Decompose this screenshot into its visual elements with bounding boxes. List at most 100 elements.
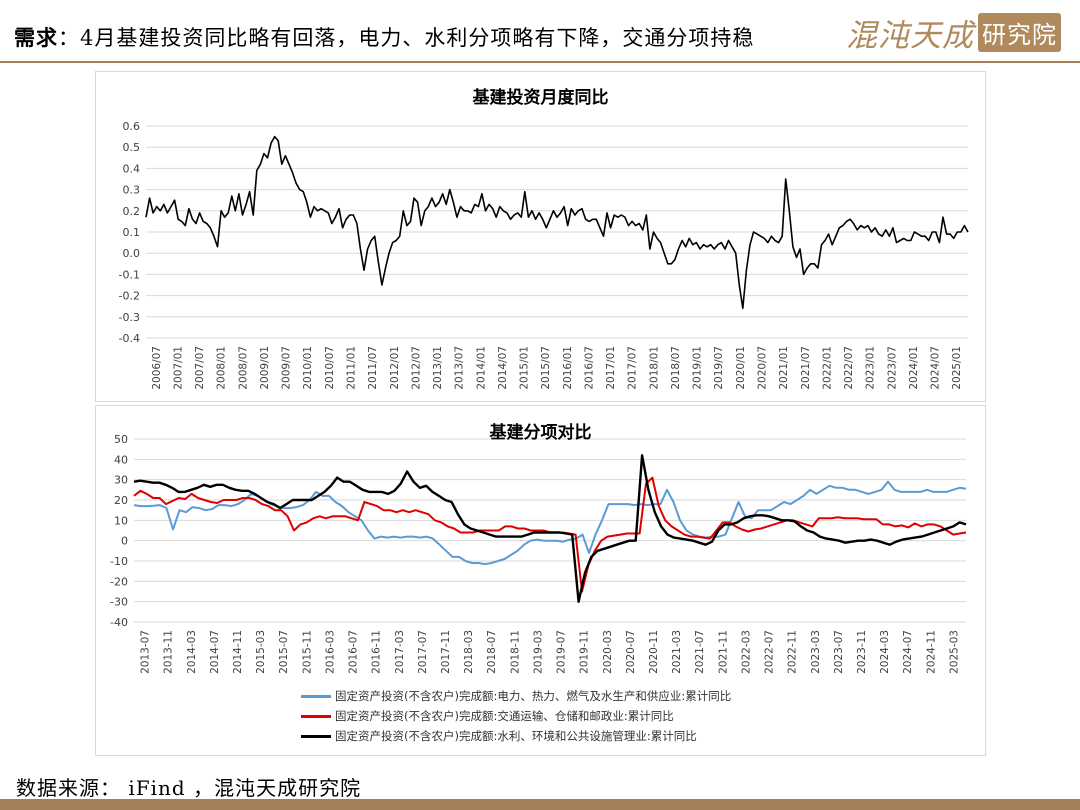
x-tick-label: 2023-03 — [810, 630, 822, 674]
y-tick-label: -30 — [110, 596, 128, 609]
legend-item: 固定资产投资(不含农户)完成额:交通运输、仓储和邮政业:累计同比 — [301, 706, 731, 726]
x-tick-label: 2023-07 — [833, 630, 845, 674]
legend-label: 固定资产投资(不含农户)完成额:水利、环境和公共设施管理业:累计同比 — [335, 729, 697, 743]
chart-infrastructure-monthly-yoy: 基建投资月度同比 0.6 0.5 0.4 0.3 0.2 0.1 0.0 -0.1 -0.2 -0… — [95, 71, 986, 402]
x-tick-label: 2021-11 — [717, 630, 729, 674]
legend-swatch-blue — [301, 694, 331, 698]
series-line — [133, 454, 967, 603]
x-tick-label: 2020-07 — [625, 630, 637, 674]
legend-label: 固定资产投资(不含农户)完成额:交通运输、仓储和邮政业:累计同比 — [335, 709, 674, 723]
x-tick-label: 2009/07 — [281, 346, 293, 390]
x-tick-label: 2016-07 — [348, 630, 360, 674]
y-tick-label: 0.1 — [123, 226, 141, 239]
x-tick-label: 2013/01 — [432, 346, 444, 390]
x-tick-label: 2024/07 — [930, 346, 942, 390]
series-line — [133, 476, 967, 593]
x-tick-label: 2023/07 — [886, 346, 898, 390]
x-tick-label: 2011/01 — [346, 346, 358, 390]
y-tick-label: 10 — [114, 514, 128, 527]
y-tick-label: 0.0 — [123, 247, 141, 260]
x-tick-label: 2016-11 — [371, 630, 383, 674]
x-tick-label: 2016-03 — [324, 630, 336, 674]
x-tick-label: 2025/01 — [951, 346, 963, 390]
y-tick-label: -0.1 — [119, 268, 140, 281]
x-tick-label: 2008/07 — [237, 346, 249, 390]
x-tick-label: 2018/07 — [670, 346, 682, 390]
y-tick-label: -0.3 — [119, 311, 140, 324]
y-tick-label: 0.3 — [123, 184, 141, 197]
brand-logo: 混沌天成 研究院 — [846, 10, 1062, 54]
y-tick-label: -0.4 — [119, 332, 140, 345]
x-tick-label: 2021/01 — [778, 346, 790, 390]
x-tick-label: 2022-07 — [764, 630, 776, 674]
x-tick-label: 2014/07 — [497, 346, 509, 390]
y-tick-label: 40 — [114, 453, 128, 466]
x-tick-label: 2013-11 — [163, 630, 175, 674]
x-tick-label: 2015-07 — [278, 630, 290, 674]
y-tick-label: -10 — [110, 555, 128, 568]
x-tick-label: 2014-07 — [209, 630, 221, 674]
x-tick-label: 2022-03 — [740, 630, 752, 674]
x-tick-label: 2015/01 — [519, 346, 531, 390]
x-tick-label: 2022/01 — [821, 346, 833, 390]
x-tick-label: 2017-03 — [394, 630, 406, 674]
x-tick-label: 2018/01 — [648, 346, 660, 390]
x-tick-label: 2008/01 — [216, 346, 228, 390]
x-tick-label: 2024/01 — [908, 346, 920, 390]
y-tick-label: -40 — [110, 616, 128, 629]
x-tick-label: 2007/01 — [172, 346, 184, 390]
series-line — [145, 135, 969, 310]
x-tick-label: 2011/07 — [367, 346, 379, 390]
legend-item: 固定资产投资(不含农户)完成额:电力、热力、燃气及水生产和供应业:累计同比 — [301, 686, 731, 706]
x-tick-label: 2013-07 — [140, 630, 152, 674]
x-tick-label: 2017-07 — [417, 630, 429, 674]
y-tick-label: 0.6 — [123, 120, 141, 133]
y-tick-label: 20 — [114, 494, 128, 507]
x-tick-label: 2020-03 — [602, 630, 614, 674]
y-tick-label: 0.2 — [123, 205, 141, 218]
y-tick-label: -0.2 — [119, 290, 140, 303]
x-tick-label: 2020/01 — [735, 346, 747, 390]
y-tick-label: -20 — [110, 575, 128, 588]
page-title-text: ：4月基建投资同比略有回落，电力、水利分项略有下降，交通分项持稳 — [58, 26, 755, 50]
x-tick-label: 2014/01 — [475, 346, 487, 390]
x-tick-label: 2019/07 — [713, 346, 725, 390]
x-tick-label: 2012/07 — [410, 346, 422, 390]
y-tick-label: 0 — [121, 535, 128, 548]
header: 需求：4月基建投资同比略有回落，电力、水利分项略有下降，交通分项持稳 混沌天成研… — [0, 0, 1080, 63]
y-tick-label: 30 — [114, 474, 128, 487]
x-tick-label: 2023/01 — [865, 346, 877, 390]
x-tick-label: 2021-03 — [671, 630, 683, 674]
x-tick-label: 2019/01 — [692, 346, 704, 390]
logo-seal: 研究院 — [978, 12, 1061, 52]
page-title: 需求：4月基建投资同比略有回落，电力、水利分项略有下降，交通分项持稳 — [14, 22, 754, 52]
legend-swatch-black — [301, 734, 331, 738]
footer-bar — [0, 799, 1080, 810]
x-tick-label: 2014-03 — [186, 630, 198, 674]
series-line — [133, 480, 967, 566]
x-tick-label: 2022-11 — [787, 630, 799, 674]
y-tick-label: 0.5 — [123, 141, 141, 154]
x-tick-label: 2024-07 — [902, 630, 914, 674]
x-tick-label: 2006/07 — [151, 346, 163, 390]
x-tick-label: 2019-03 — [532, 630, 544, 674]
x-tick-label: 2018-11 — [509, 630, 521, 674]
x-tick-label: 2009/01 — [259, 346, 271, 390]
chart-svg: 50 40 30 20 10 0 -10 -20 -30 -40 2013-07 2013-11 201… — [110, 433, 967, 674]
data-source-note: 数据来源： iFind ，混沌天成研究院 — [16, 776, 362, 800]
x-tick-label: 2012/01 — [389, 346, 401, 390]
y-tick-label: 0.4 — [123, 162, 141, 175]
x-tick-label: 2015-03 — [255, 630, 267, 674]
x-tick-label: 2021/07 — [800, 346, 812, 390]
legend-label: 固定资产投资(不含农户)完成额:电力、热力、燃气及水生产和供应业:累计同比 — [335, 689, 732, 703]
chart-title: 基建分项对比 — [489, 423, 592, 443]
x-tick-label: 2007/07 — [194, 346, 206, 390]
x-tick-label: 2017/01 — [605, 346, 617, 390]
chart-infrastructure-subsector-comparison: 基建分项对比 50 40 30 20 10 0 -10 -20 -30 -40 2013-07 201… — [95, 405, 986, 756]
x-tick-label: 2015-11 — [301, 630, 313, 674]
x-tick-label: 2022/07 — [843, 346, 855, 390]
x-tick-label: 2015/07 — [540, 346, 552, 390]
x-tick-label: 2024-03 — [879, 630, 891, 674]
x-tick-label: 2010/07 — [324, 346, 336, 390]
chart-title: 基建投资月度同比 — [472, 88, 609, 108]
